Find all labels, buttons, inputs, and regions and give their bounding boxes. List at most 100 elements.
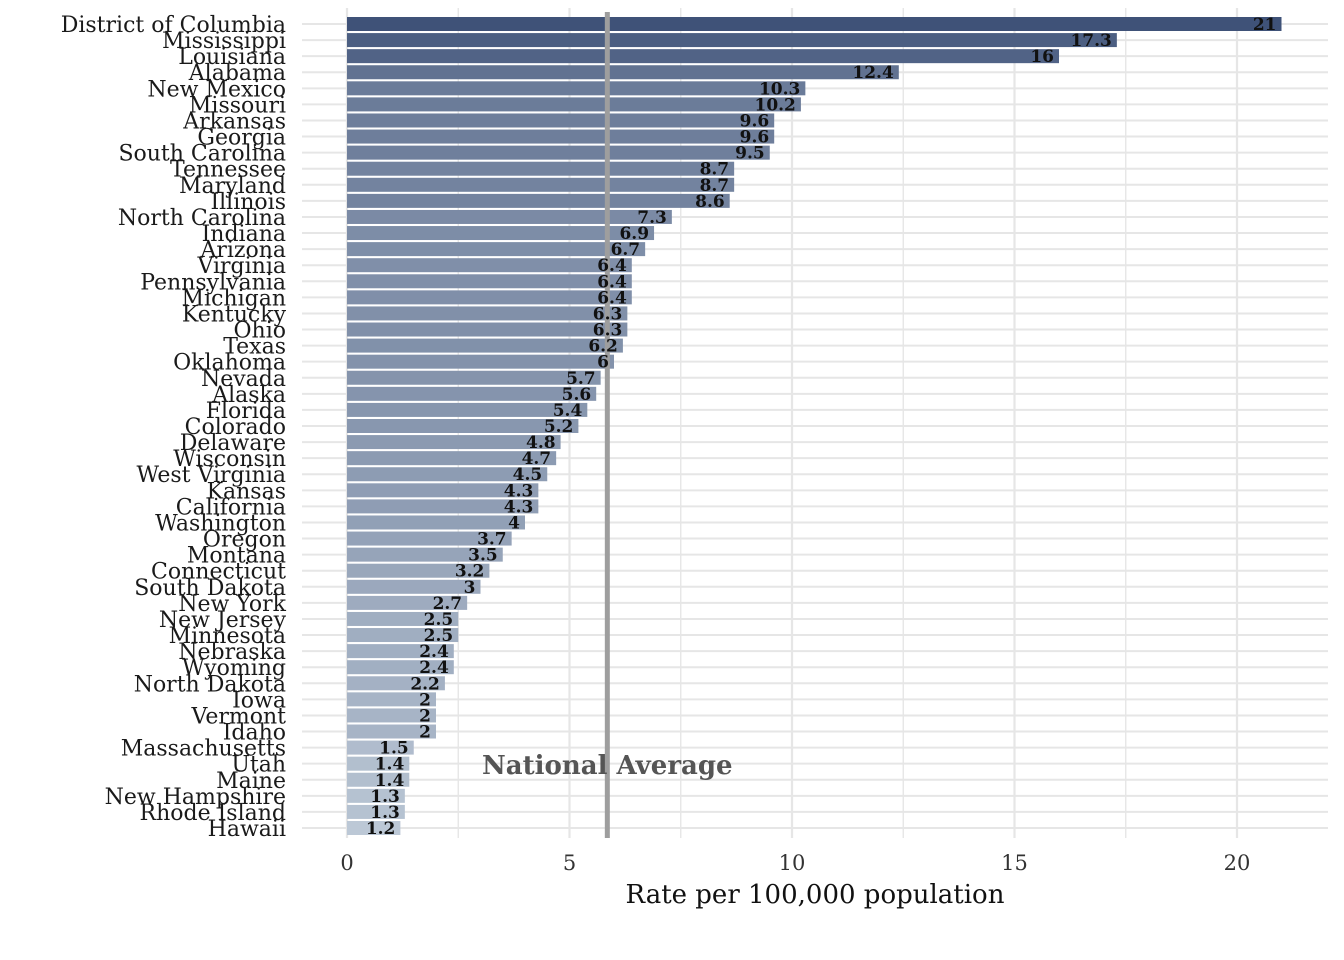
bar-maryland bbox=[347, 177, 735, 192]
value-label: 1.4 bbox=[375, 771, 405, 791]
bar-hawaii bbox=[347, 821, 401, 835]
bar-new-hampshire bbox=[347, 788, 405, 803]
state-label: Nebraska bbox=[178, 640, 286, 665]
bar-florida bbox=[347, 402, 588, 417]
bar-north-carolina bbox=[347, 209, 672, 224]
value-label: 4.8 bbox=[526, 433, 556, 453]
state-label: Illinois bbox=[210, 190, 286, 215]
state-label: Maryland bbox=[179, 174, 286, 199]
value-label: 1.5 bbox=[379, 739, 409, 759]
bar-georgia bbox=[347, 129, 775, 144]
bar-utah bbox=[347, 756, 410, 771]
x-axis-title: Rate per 100,000 population bbox=[626, 880, 1005, 910]
value-label: 6.3 bbox=[593, 304, 623, 324]
bar-colorado bbox=[347, 419, 579, 433]
state-label: Wyoming bbox=[182, 656, 286, 681]
bar-nebraska bbox=[347, 644, 454, 659]
value-label: 10.2 bbox=[754, 95, 795, 115]
state-label: Rhode Island bbox=[140, 801, 286, 826]
value-label: 5.7 bbox=[566, 369, 596, 389]
state-label: Arizona bbox=[199, 238, 286, 263]
value-label: 9.5 bbox=[735, 144, 765, 164]
state-label: Missouri bbox=[189, 93, 286, 118]
state-label: South Carolina bbox=[118, 142, 286, 167]
state-label: Wisconsin bbox=[173, 447, 286, 472]
bar-illinois bbox=[347, 193, 730, 208]
state-label: Vermont bbox=[190, 704, 286, 729]
state-label: West Virginia bbox=[137, 463, 286, 488]
bar-south-dakota bbox=[347, 579, 481, 594]
value-label: 8.7 bbox=[700, 176, 730, 196]
bar-wisconsin bbox=[347, 451, 557, 466]
state-label: North Dakota bbox=[134, 672, 286, 697]
bar-kentucky bbox=[347, 306, 628, 321]
bar-alabama bbox=[347, 65, 899, 80]
x-tick-label: 10 bbox=[779, 851, 806, 875]
national-average-label: National Average bbox=[482, 751, 733, 781]
x-axis-ticks: 0 5 10 15 20 bbox=[340, 851, 1250, 875]
bar-michigan bbox=[347, 290, 632, 305]
value-label: 1.3 bbox=[370, 787, 400, 807]
state-label: Washington bbox=[155, 511, 286, 536]
bar-new-york bbox=[347, 595, 468, 610]
value-label: 1.2 bbox=[366, 819, 396, 839]
value-label: 2 bbox=[419, 706, 431, 726]
bar-washington bbox=[347, 515, 525, 530]
x-tick-label: 15 bbox=[1001, 851, 1028, 875]
value-label: 7.3 bbox=[637, 208, 667, 228]
state-label: New York bbox=[178, 592, 286, 617]
value-label: 2 bbox=[419, 690, 431, 710]
state-label: Tennessee bbox=[170, 158, 286, 183]
value-label: 6.4 bbox=[597, 256, 627, 276]
bar-mississippi bbox=[347, 33, 1117, 48]
value-label: 2.5 bbox=[424, 626, 454, 646]
bar-new-jersey bbox=[347, 611, 459, 626]
value-label: 21 bbox=[1253, 15, 1277, 35]
bar-minnesota bbox=[347, 628, 459, 643]
bar-south-carolina bbox=[347, 145, 770, 160]
bar-california bbox=[347, 499, 539, 514]
state-label: Idaho bbox=[223, 721, 286, 746]
state-label: Georgia bbox=[197, 126, 286, 151]
value-label: 6.4 bbox=[597, 288, 627, 308]
value-labels: 2117.31612.410.310.29.69.69.58.78.78.67.… bbox=[366, 15, 1277, 839]
bar-louisiana bbox=[347, 49, 1059, 64]
bar-oregon bbox=[347, 531, 512, 546]
value-label: 4.5 bbox=[513, 465, 543, 485]
state-label: Hawaii bbox=[208, 817, 286, 842]
bar-arizona bbox=[347, 242, 646, 257]
value-label: 2 bbox=[419, 723, 431, 743]
value-label: 2.4 bbox=[419, 642, 449, 662]
state-label: Alaska bbox=[211, 383, 286, 408]
x-tick-label: 0 bbox=[340, 851, 353, 875]
state-label: Pennsylvania bbox=[140, 270, 286, 295]
bar-indiana bbox=[347, 226, 655, 241]
value-label: 2.4 bbox=[419, 658, 449, 678]
bar-delaware bbox=[347, 435, 561, 450]
bar-kansas bbox=[347, 483, 539, 498]
value-label: 8.7 bbox=[700, 160, 730, 180]
value-label: 5.2 bbox=[544, 417, 574, 437]
value-label: 6 bbox=[597, 353, 609, 373]
bar-pennsylvania bbox=[347, 274, 632, 289]
bar-vermont bbox=[347, 708, 436, 723]
state-label: Oregon bbox=[203, 528, 286, 553]
state-label: New Mexico bbox=[147, 77, 286, 102]
value-label: 4.3 bbox=[504, 497, 534, 517]
bar-texas bbox=[347, 338, 623, 353]
value-label: 16 bbox=[1030, 47, 1054, 67]
value-label: 3.5 bbox=[468, 546, 498, 566]
value-label: 2.5 bbox=[424, 610, 454, 630]
state-label: Delaware bbox=[180, 431, 286, 456]
bar-virginia bbox=[347, 258, 632, 273]
value-label: 17.3 bbox=[1070, 31, 1111, 51]
bar-district-of-columbia bbox=[347, 17, 1282, 31]
state-label: New Hampshire bbox=[105, 785, 286, 810]
bar-nevada bbox=[347, 370, 601, 385]
state-label: Colorado bbox=[185, 415, 286, 440]
bar-tennessee bbox=[347, 161, 735, 176]
state-label: Ohio bbox=[234, 319, 287, 344]
state-label: Louisiana bbox=[178, 45, 286, 70]
bar-ohio bbox=[347, 322, 628, 337]
state-label: Alabama bbox=[188, 61, 286, 86]
